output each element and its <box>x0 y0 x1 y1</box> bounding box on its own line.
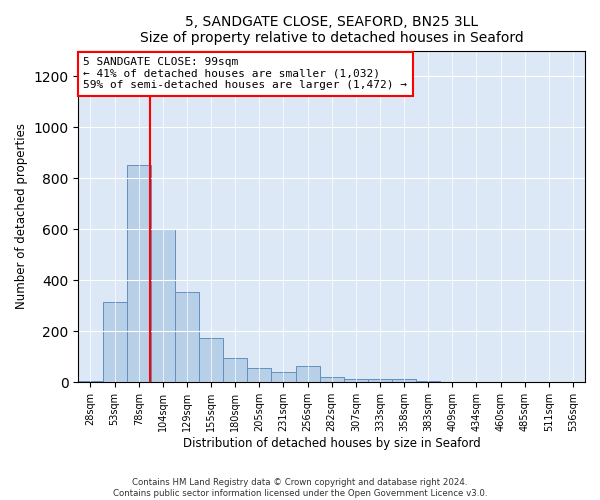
Bar <box>175 292 199 382</box>
Bar <box>151 229 175 382</box>
Text: Contains HM Land Registry data © Crown copyright and database right 2024.
Contai: Contains HM Land Registry data © Crown c… <box>113 478 487 498</box>
Bar <box>271 372 296 382</box>
Bar <box>199 338 223 382</box>
Bar <box>320 377 344 382</box>
Bar <box>103 302 127 382</box>
Text: 5 SANDGATE CLOSE: 99sqm
← 41% of detached houses are smaller (1,032)
59% of semi: 5 SANDGATE CLOSE: 99sqm ← 41% of detache… <box>83 57 407 90</box>
Bar <box>392 378 416 382</box>
Bar <box>368 378 392 382</box>
Bar <box>296 366 320 382</box>
Bar <box>344 378 368 382</box>
Bar <box>127 166 151 382</box>
X-axis label: Distribution of detached houses by size in Seaford: Distribution of detached houses by size … <box>183 437 481 450</box>
Y-axis label: Number of detached properties: Number of detached properties <box>15 124 28 310</box>
Bar <box>247 368 271 382</box>
Bar <box>416 381 440 382</box>
Bar <box>223 358 247 382</box>
Title: 5, SANDGATE CLOSE, SEAFORD, BN25 3LL
Size of property relative to detached house: 5, SANDGATE CLOSE, SEAFORD, BN25 3LL Siz… <box>140 15 524 45</box>
Bar <box>79 381 103 382</box>
